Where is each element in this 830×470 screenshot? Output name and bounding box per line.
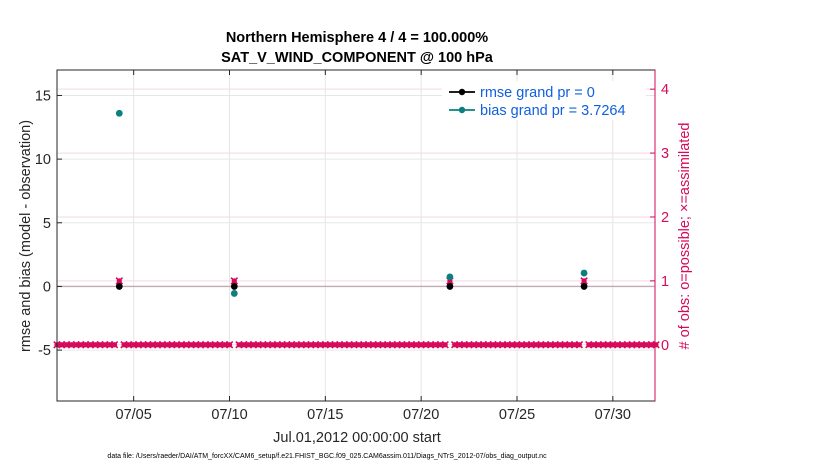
y-tick-label-left: 10: [35, 152, 51, 168]
x-tick-label: 07/15: [307, 407, 343, 423]
bias-point: [580, 269, 588, 277]
rmse-point: [580, 283, 588, 290]
obs-assimilated-marker: [580, 277, 588, 285]
chart-subtitle: SAT_V_WIND_COMPONENT @ 100 hPa: [221, 50, 494, 66]
y-tick-label-right: 4: [661, 82, 669, 98]
obs-assimilated-marker: [652, 341, 660, 349]
axis-ticks: [57, 70, 655, 401]
obs-assimilated-marker: [115, 277, 124, 285]
y-tick-label-left: 0: [43, 279, 51, 295]
rmse-point: [115, 283, 123, 290]
y-tick-label-right: 2: [661, 210, 669, 226]
rmse-point: [446, 283, 454, 290]
legend-label-bias: bias grand pr = 3.7264: [480, 103, 626, 119]
legend-label-rmse: rmse grand pr = 0: [480, 85, 595, 101]
obs-assimilated-marker: [575, 341, 584, 349]
x-tick-label: 07/25: [499, 407, 535, 423]
obs-assimilated-marker: [225, 341, 234, 349]
y-tick-label-left: -5: [38, 343, 51, 359]
bias-point: [446, 273, 454, 281]
bias-point: [115, 109, 123, 117]
x-tick-label: 07/20: [403, 407, 439, 423]
y-tick-label-right: 0: [661, 338, 669, 354]
obs-assimilated-marker: [230, 277, 239, 285]
y-tick-label-right: 1: [661, 274, 669, 290]
x-tick-label: 07/10: [211, 407, 247, 423]
bias-point: [230, 290, 238, 297]
legend-marker-rmse: [458, 88, 466, 96]
x-tick-label: 07/30: [595, 407, 631, 423]
axis-tick-labels: 07/05 07/10 07/15 07/20 07/25 07/30 -5 0 5 10 15 0 1…: [35, 82, 669, 423]
data-file-footer: data file: /Users/raeder/DAI/ATM_forcXX/…: [107, 453, 547, 460]
rmse-point: [230, 283, 238, 290]
legend-box: [442, 81, 646, 120]
y-tick-label-right: 3: [661, 146, 669, 162]
obs-count-markers: [53, 277, 660, 349]
x-tick-label: 07/05: [116, 407, 152, 423]
y-axis-label-left: rmse and bias (model - observation): [18, 120, 34, 352]
y-tick-label-left: 15: [35, 88, 51, 104]
obs-assimilated-marker: [110, 341, 119, 349]
chart-title: Northern Hemisphere 4 / 4 = 100.000%: [226, 30, 488, 46]
legend-marker-bias: [458, 106, 466, 114]
legend: rmse grand pr = 0 bias grand pr = 3.7264: [442, 81, 646, 120]
metric-markers: [115, 109, 588, 297]
x-axis-label: Jul.01,2012 00:00:00 start: [273, 430, 441, 446]
obs-assimilated-marker: [441, 341, 449, 349]
y-axis-label-right: # of obs: o=possible; ×=assimilated: [677, 123, 693, 350]
y-tick-label-left: 5: [43, 216, 51, 232]
